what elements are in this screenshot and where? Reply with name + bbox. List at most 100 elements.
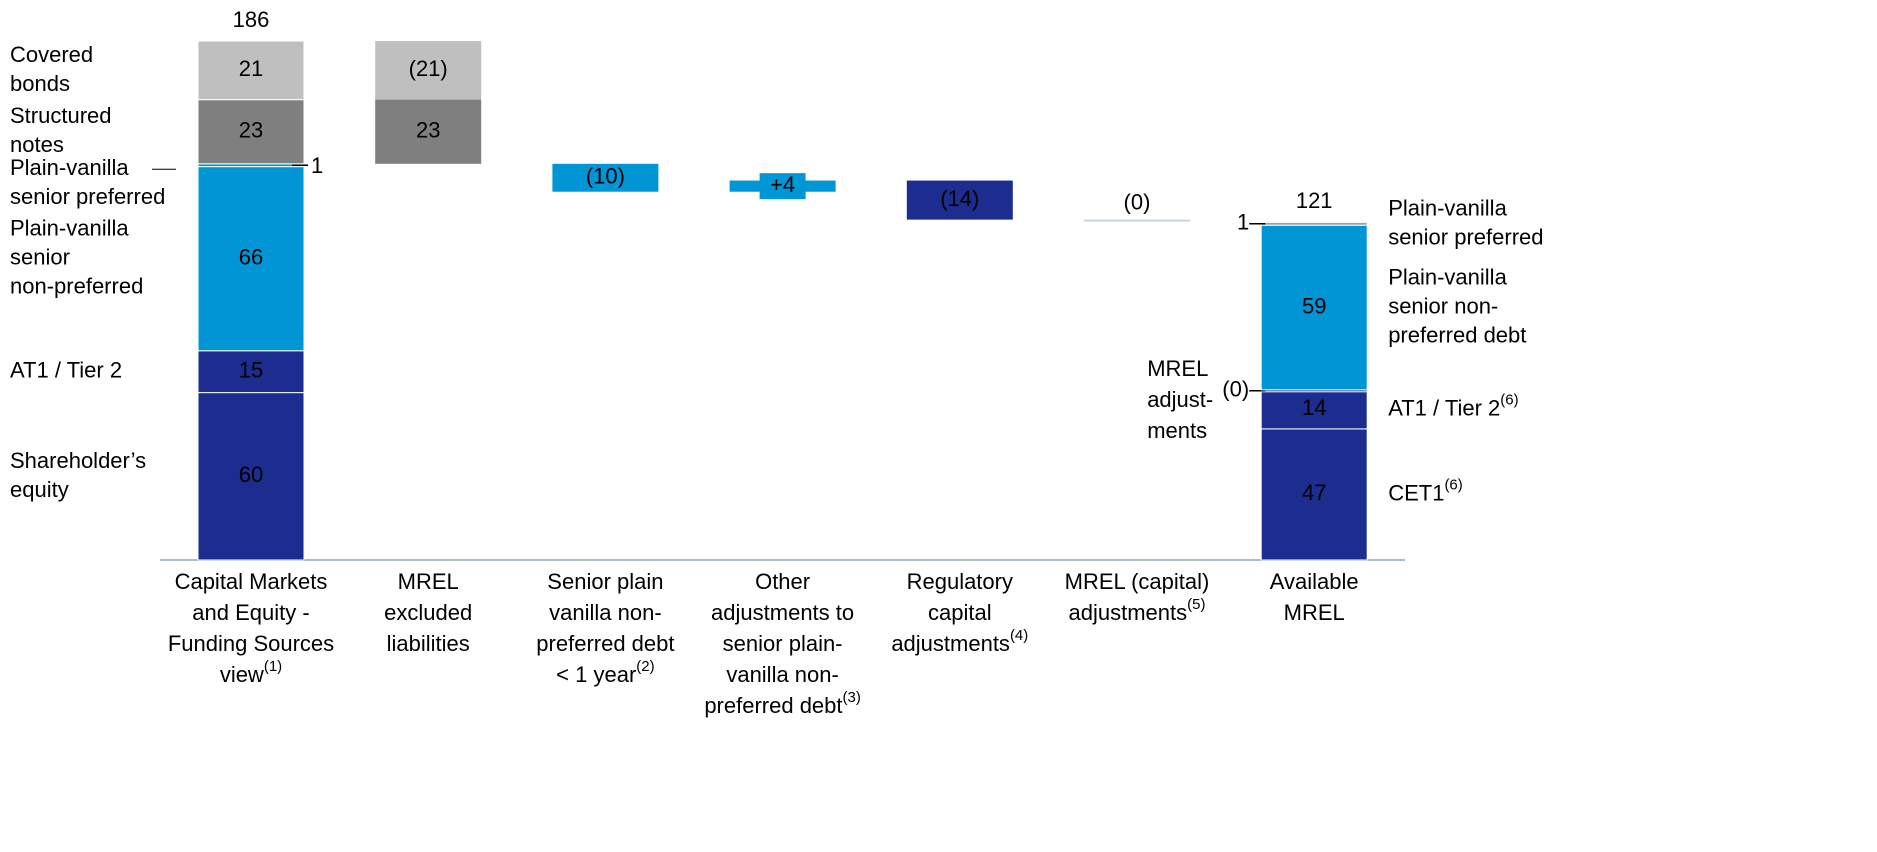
bar-segment — [552, 163, 659, 192]
value-label: 23 — [416, 118, 440, 143]
segment-name-line: senior preferred — [10, 184, 165, 209]
value-label: (14) — [940, 186, 979, 211]
bar-segment — [1260, 221, 1368, 226]
footnote-marker: (5) — [1187, 596, 1205, 613]
category-label: Senior plain vanilla non-preferred debt < … — [536, 569, 674, 687]
category-label-line: vanilla non- — [726, 662, 839, 687]
value-label: 23 — [239, 118, 263, 143]
value-label: 66 — [239, 244, 263, 269]
segment-name-line: notes — [10, 132, 64, 157]
segment-name-line: AT1 / Tier 2 — [10, 357, 122, 382]
bar-segment — [375, 99, 482, 164]
footnote-marker: (2) — [636, 658, 654, 675]
segment-name-line: preferred debt — [1388, 322, 1526, 347]
segment-name-line: adjust- — [1147, 387, 1213, 412]
segment-name: Plain-vanilla senior non-preferred — [10, 215, 143, 298]
segment-name-line: Shareholder’s — [10, 448, 146, 473]
category-label-line: adjustments to — [711, 600, 854, 625]
category-label-line: and Equity - — [192, 600, 309, 625]
value-label: (10) — [586, 164, 625, 189]
value-label: 1 — [311, 153, 323, 178]
segment-name-line: non-preferred — [10, 273, 143, 298]
segment-name: Covered bonds — [10, 42, 93, 96]
category-label: MREL excluded liabilities — [384, 569, 472, 656]
segment-name-line: Plain-vanilla — [1388, 195, 1507, 220]
total-label: 186 — [233, 7, 270, 32]
bar-segment — [1084, 219, 1190, 222]
segment-name: Plain-vanilla senior non-preferred debt — [1388, 264, 1526, 347]
value-label: (21) — [409, 56, 448, 81]
bar-segment — [906, 180, 1013, 220]
value-label: +4 — [770, 172, 795, 197]
bar-segment — [197, 99, 305, 165]
value-label-box — [759, 173, 806, 200]
segment-name: Plain-vanilla senior preferred — [1388, 195, 1543, 249]
segment-name-line: bonds — [10, 71, 70, 96]
category-label-line: view — [220, 662, 264, 687]
total-label: 121 — [1296, 188, 1333, 213]
value-label: 21 — [239, 56, 263, 81]
segment-name-line: senior — [10, 244, 70, 269]
category-label: Regulatory capital adjustments(4) — [891, 569, 1028, 656]
footnote-marker: (4) — [1010, 627, 1028, 644]
category-label-line: capital — [928, 600, 992, 625]
segment-name: CET1(6) — [1388, 477, 1463, 505]
category-label-line: Available — [1270, 569, 1359, 594]
category-label-line: adjustments — [1069, 600, 1188, 625]
segment-name-line: AT1 / Tier 2 — [1388, 395, 1500, 420]
value-label: 59 — [1302, 293, 1326, 318]
category-label: Other adjustments to senior plain-vanilla … — [704, 569, 861, 718]
segment-name: MREL adjust-ments — [1147, 356, 1213, 443]
segment-name: AT1 / Tier 2 — [10, 357, 122, 382]
category-label-line: Regulatory — [907, 569, 1013, 594]
segment-name-line: Structured — [10, 103, 112, 128]
category-label-line: liabilities — [387, 631, 470, 656]
value-label: 15 — [239, 357, 263, 382]
category-label-line: preferred debt — [536, 631, 674, 656]
category-label-line: < 1 year — [556, 662, 636, 687]
category-label-line: Capital Markets — [175, 569, 328, 594]
category-label-line: adjustments — [891, 631, 1010, 656]
value-label: (0) — [1124, 189, 1151, 214]
footnote-marker: (6) — [1444, 477, 1462, 494]
value-label: 14 — [1302, 395, 1326, 420]
footnote-marker: (6) — [1500, 392, 1518, 409]
segment-name: AT1 / Tier 2(6) — [1388, 392, 1518, 420]
category-label-line: excluded — [384, 600, 472, 625]
category-label-line: preferred debt — [704, 693, 842, 718]
segment-name-line: senior non- — [1388, 293, 1498, 318]
segment-name-line: Plain-vanilla — [10, 155, 129, 180]
segment-name-line: equity — [10, 477, 69, 502]
category-label-line: Other — [755, 569, 810, 594]
segment-name-line: Covered — [10, 42, 93, 67]
bar-segment — [197, 350, 305, 394]
bar-segment — [197, 40, 305, 101]
bar-segment — [1260, 389, 1368, 430]
bar-segment — [1260, 428, 1368, 561]
category-label-line: Funding Sources — [168, 631, 334, 656]
category-label-line: senior plain- — [723, 631, 843, 656]
bar-segment — [1260, 224, 1368, 391]
footnote-marker: (1) — [264, 658, 282, 675]
segment-name-line: CET1 — [1388, 480, 1444, 505]
segment-name-line: senior preferred — [1388, 224, 1543, 249]
segment-name: Shareholder’s equity — [10, 448, 146, 502]
category-label-line: MREL (capital) — [1065, 569, 1210, 594]
category-label: Capital Markets and Equity - Funding Sourc… — [168, 569, 334, 687]
bar-segment — [375, 41, 482, 100]
segment-name-line: ments — [1147, 418, 1207, 443]
segment-name-line: Plain-vanilla — [10, 215, 129, 240]
category-label-line: MREL — [1284, 600, 1345, 625]
category-label: Available MREL — [1270, 569, 1359, 625]
category-label-line: Senior plain — [547, 569, 663, 594]
value-label: 60 — [239, 462, 263, 487]
segment-name-line: MREL — [1147, 356, 1208, 381]
category-label: MREL (capital) adjustments(5) — [1065, 569, 1210, 625]
segment-name: Structured notes — [10, 103, 112, 157]
value-label: (0) — [1222, 377, 1249, 402]
footnote-marker: (3) — [843, 689, 861, 706]
bar-segment — [197, 166, 305, 352]
bar-segment — [197, 392, 305, 561]
